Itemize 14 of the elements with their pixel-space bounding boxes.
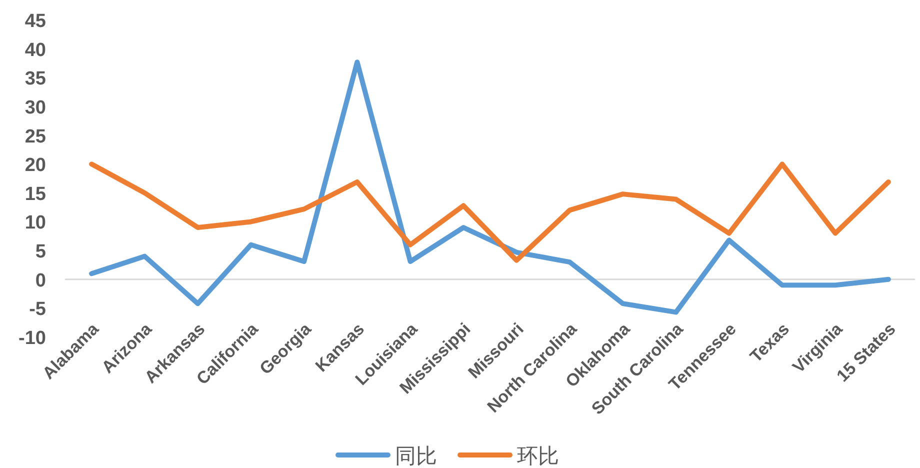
y-tick-label: 35 (24, 68, 46, 90)
y-tick-label: -10 (18, 328, 46, 349)
legend-label: 环比 (517, 445, 559, 468)
y-tick-label: 45 (24, 11, 46, 32)
y-tick-label: 0 (35, 270, 46, 292)
y-tick-label: 15 (24, 184, 46, 205)
legend-label: 同比 (395, 445, 437, 468)
y-tick-label: 30 (24, 97, 46, 118)
y-tick-label: -5 (29, 299, 46, 320)
y-tick-label: 25 (24, 126, 46, 148)
y-tick-label: 10 (24, 212, 46, 234)
y-tick-label: 40 (24, 40, 46, 61)
y-tick-label: 20 (24, 155, 46, 176)
y-tick-label: 5 (35, 242, 46, 263)
